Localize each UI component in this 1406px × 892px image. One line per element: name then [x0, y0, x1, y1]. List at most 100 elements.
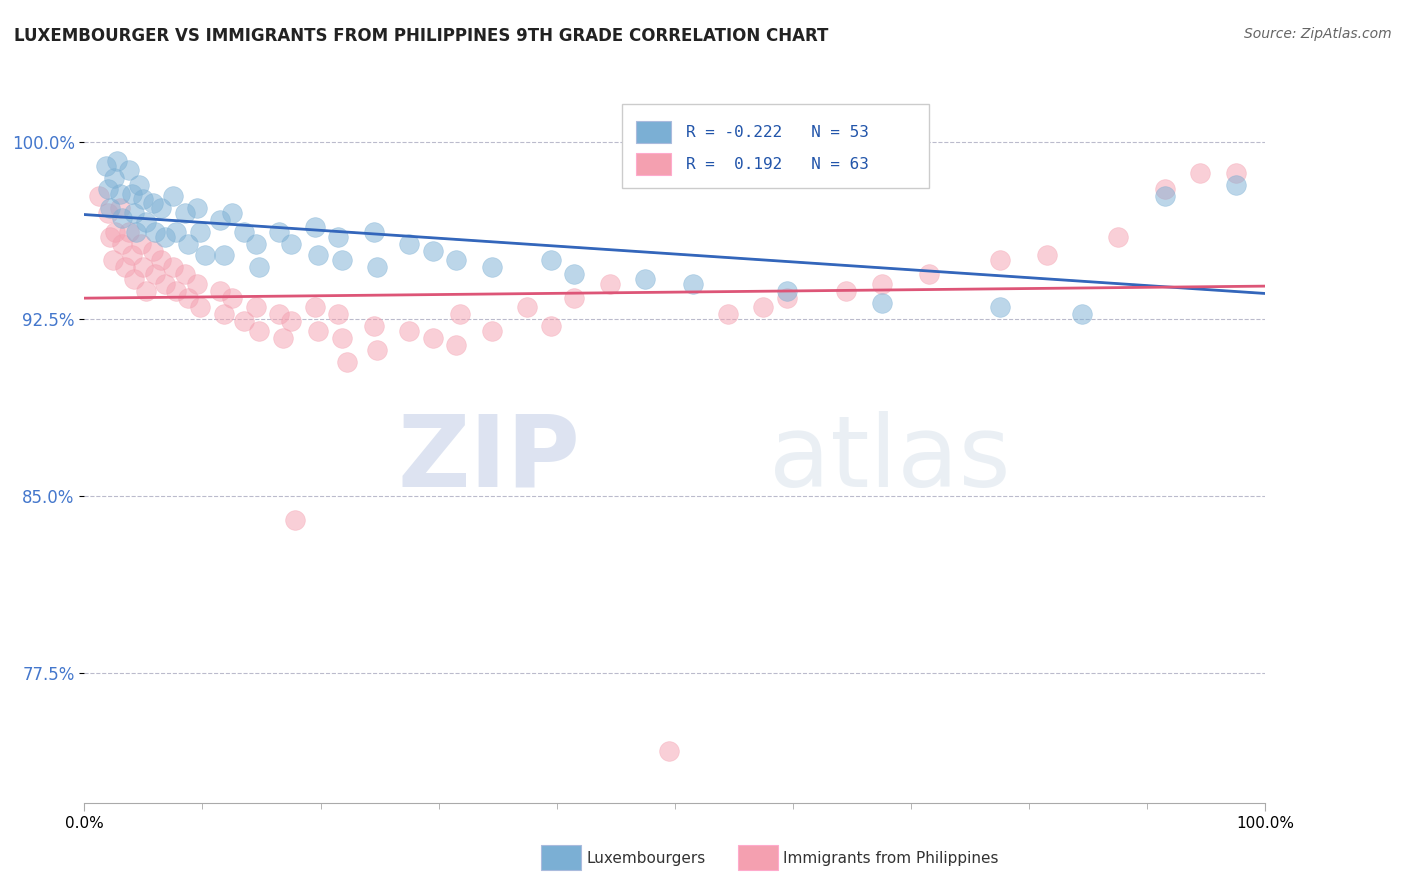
Point [280, 314, 302, 328]
Point [366, 343, 388, 357]
Point [153, 277, 176, 291]
Point [221, 206, 243, 220]
Point [122, 272, 145, 286]
Point [186, 201, 208, 215]
Point [166, 225, 188, 239]
Point [188, 225, 211, 239]
Point [449, 307, 471, 321]
Point [1225, 178, 1247, 192]
Point [835, 284, 858, 298]
Text: ZIP: ZIP [398, 410, 581, 508]
Point [173, 267, 195, 281]
Point [104, 225, 127, 239]
Point [599, 277, 621, 291]
Point [247, 260, 270, 275]
Point [221, 291, 243, 305]
FancyBboxPatch shape [621, 104, 929, 188]
Point [121, 187, 143, 202]
Point [481, 324, 503, 338]
Point [245, 236, 267, 251]
Point [398, 324, 420, 338]
Point [97, 182, 120, 196]
Point [1071, 307, 1094, 321]
Point [540, 319, 562, 334]
Point [328, 307, 350, 321]
Point [153, 229, 176, 244]
Point [118, 225, 141, 239]
Point [330, 253, 353, 268]
Point [247, 324, 270, 338]
Point [122, 206, 145, 220]
Point [284, 513, 307, 527]
Point [177, 291, 200, 305]
Point [870, 295, 893, 310]
Point [269, 225, 291, 239]
Text: Source: ZipAtlas.com: Source: ZipAtlas.com [1244, 27, 1392, 41]
Point [658, 744, 681, 758]
Point [988, 253, 1011, 268]
Point [328, 229, 350, 244]
Point [682, 277, 704, 291]
Point [634, 272, 657, 286]
Point [142, 244, 165, 258]
Text: LUXEMBOURGER VS IMMIGRANTS FROM PHILIPPINES 9TH GRADE CORRELATION CHART: LUXEMBOURGER VS IMMIGRANTS FROM PHILIPPI… [14, 27, 828, 45]
Point [307, 324, 329, 338]
Point [280, 236, 302, 251]
Point [245, 301, 267, 315]
Point [111, 236, 134, 251]
Point [111, 211, 134, 225]
Text: R =  0.192   N = 63: R = 0.192 N = 63 [686, 157, 869, 172]
Point [752, 301, 775, 315]
Point [422, 244, 444, 258]
Point [564, 291, 586, 305]
Point [446, 338, 468, 352]
Point [307, 248, 329, 262]
Point [446, 253, 468, 268]
Point [98, 201, 121, 215]
Point [988, 301, 1011, 315]
Point [143, 267, 166, 281]
Point [98, 229, 121, 244]
Point [870, 277, 893, 291]
Point [132, 260, 155, 275]
Point [516, 301, 538, 315]
Text: Immigrants from Philippines: Immigrants from Philippines [783, 851, 998, 865]
Point [125, 225, 148, 239]
Point [108, 187, 131, 202]
Point [97, 206, 120, 220]
Point [330, 331, 353, 345]
Point [212, 307, 235, 321]
Text: R = -0.222   N = 53: R = -0.222 N = 53 [686, 125, 869, 139]
Point [173, 206, 195, 220]
Point [118, 163, 141, 178]
Point [422, 331, 444, 345]
Point [166, 284, 188, 298]
Point [103, 170, 125, 185]
Point [366, 260, 388, 275]
Point [129, 236, 152, 251]
Point [717, 307, 740, 321]
Point [128, 178, 150, 192]
Point [1154, 182, 1177, 196]
Point [177, 236, 200, 251]
Point [232, 314, 254, 328]
Text: Luxembourgers: Luxembourgers [586, 851, 706, 865]
Point [918, 267, 941, 281]
Text: atlas: atlas [769, 410, 1011, 508]
Point [1107, 229, 1129, 244]
Point [1154, 189, 1177, 203]
Point [188, 301, 211, 315]
Point [209, 213, 232, 227]
Point [194, 248, 217, 262]
Point [481, 260, 503, 275]
FancyBboxPatch shape [636, 153, 671, 175]
Point [1036, 248, 1059, 262]
Point [132, 192, 155, 206]
Point [108, 201, 131, 215]
Point [186, 277, 208, 291]
Point [87, 189, 110, 203]
Point [776, 291, 799, 305]
Point [143, 225, 166, 239]
Point [540, 253, 562, 268]
Point [142, 196, 165, 211]
